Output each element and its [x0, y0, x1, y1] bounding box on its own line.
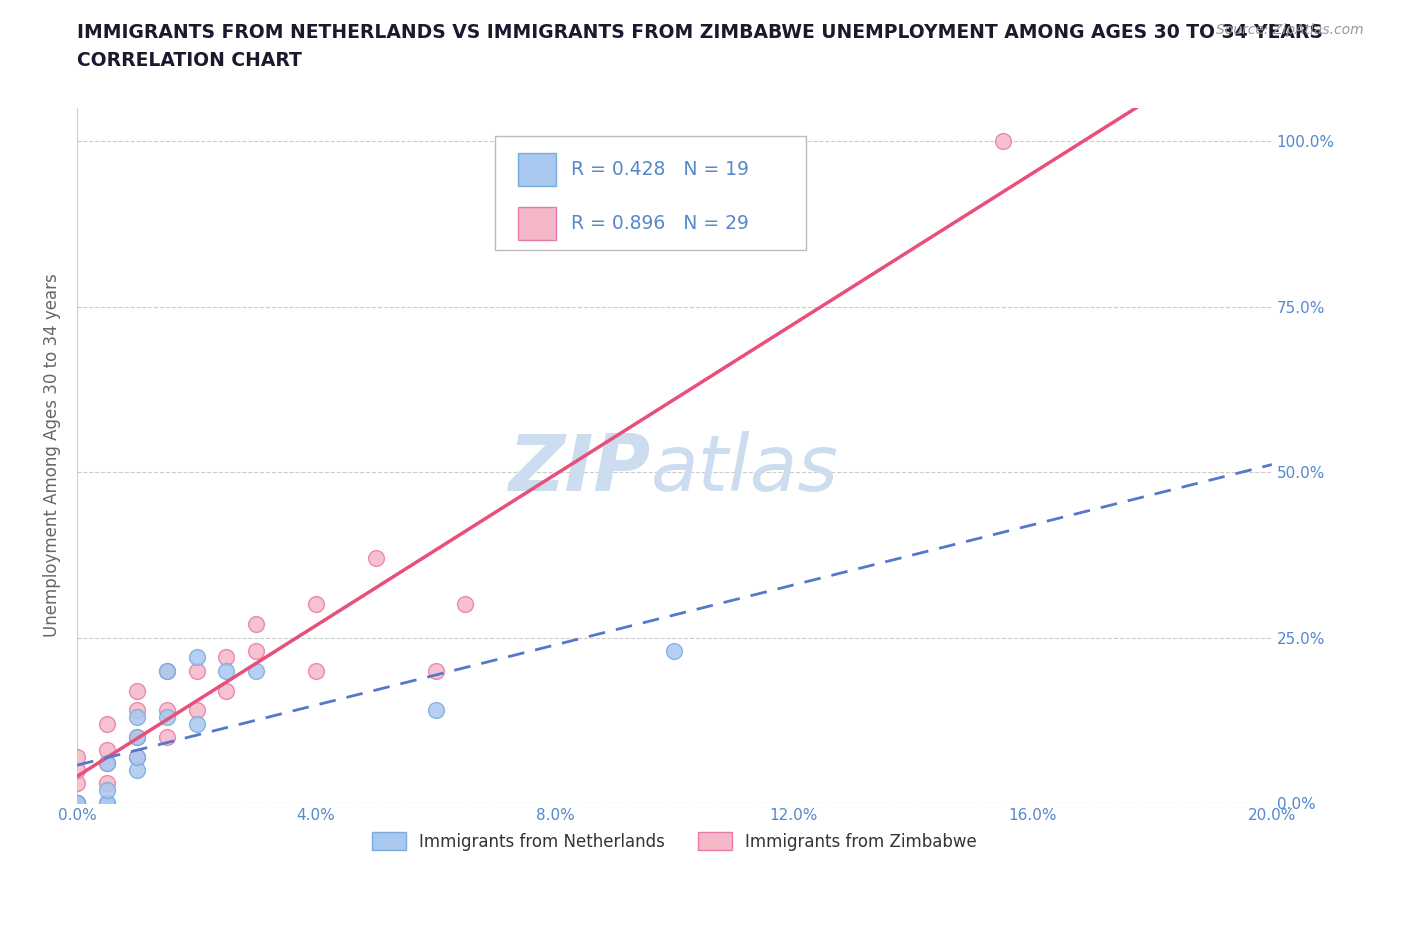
Point [186, 703, 208, 718]
Point [215, 663, 238, 678]
Point [125, 750, 148, 764]
Point [96, 743, 118, 758]
Point [96, 756, 118, 771]
Point [305, 597, 328, 612]
Point [305, 663, 328, 678]
Point [156, 663, 179, 678]
Point [125, 763, 148, 777]
Point [66, 763, 89, 777]
Point [156, 729, 179, 744]
Point [125, 684, 148, 698]
Point [156, 710, 179, 724]
Point [664, 644, 686, 658]
Point [454, 597, 477, 612]
Text: CORRELATION CHART: CORRELATION CHART [77, 51, 302, 70]
Point [245, 617, 267, 631]
Bar [517, 153, 557, 186]
Point [186, 716, 208, 731]
Point [425, 703, 447, 718]
Point [186, 663, 208, 678]
Point [245, 663, 267, 678]
Point [66, 796, 89, 811]
Y-axis label: Unemployment Among Ages 30 to 34 years: Unemployment Among Ages 30 to 34 years [44, 273, 60, 637]
Point [96, 756, 118, 771]
Text: ZIP: ZIP [509, 432, 651, 508]
Text: IMMIGRANTS FROM NETHERLANDS VS IMMIGRANTS FROM ZIMBABWE UNEMPLOYMENT AMONG AGES : IMMIGRANTS FROM NETHERLANDS VS IMMIGRANT… [77, 23, 1323, 42]
Point [156, 663, 179, 678]
Point [96, 782, 118, 797]
Point [96, 796, 118, 811]
Point [125, 703, 148, 718]
Point [125, 729, 148, 744]
Point [66, 796, 89, 811]
Point [215, 684, 238, 698]
FancyBboxPatch shape [495, 136, 806, 250]
Text: atlas: atlas [651, 432, 838, 508]
Bar [517, 206, 557, 240]
Point [66, 750, 89, 764]
Point [96, 716, 118, 731]
Point [364, 551, 387, 565]
Point [215, 650, 238, 665]
Point [66, 796, 89, 811]
Point [66, 776, 89, 790]
Point [125, 729, 148, 744]
Point [66, 796, 89, 811]
Text: Source: ZipAtlas.com: Source: ZipAtlas.com [1216, 23, 1364, 37]
Point [125, 710, 148, 724]
Point [96, 796, 118, 811]
Point [125, 750, 148, 764]
Point [991, 134, 1014, 149]
Point [425, 663, 447, 678]
Point [66, 796, 89, 811]
Point [156, 703, 179, 718]
Legend: Immigrants from Netherlands, Immigrants from Zimbabwe: Immigrants from Netherlands, Immigrants … [366, 826, 983, 857]
Point [186, 650, 208, 665]
Point [96, 776, 118, 790]
Text: R = 0.428   N = 19: R = 0.428 N = 19 [571, 160, 748, 179]
Point [66, 796, 89, 811]
Point [245, 644, 267, 658]
Text: R = 0.896   N = 29: R = 0.896 N = 29 [571, 214, 748, 232]
